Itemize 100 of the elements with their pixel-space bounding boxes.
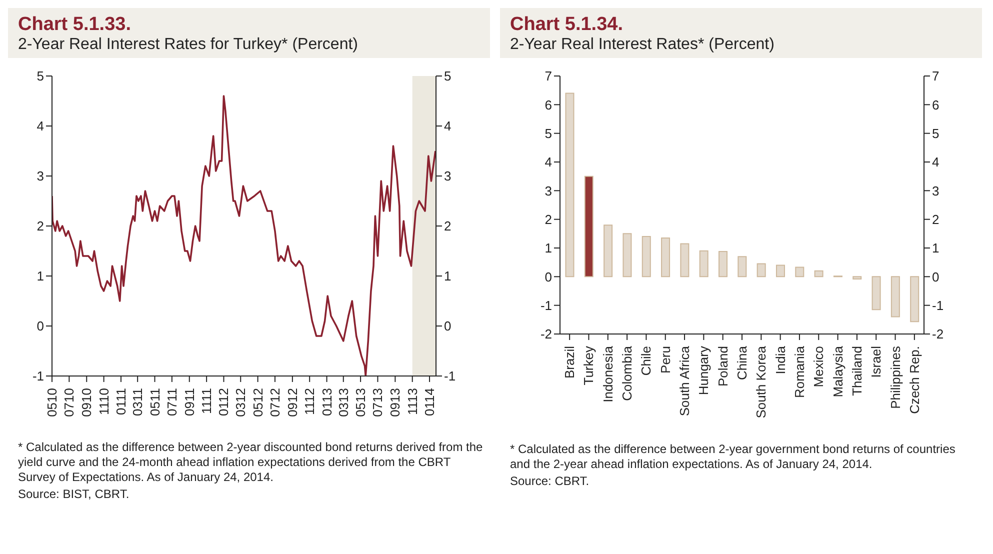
text: * Calculated as the difference between 2-year government bond returns of countries and the 2-year ahead inflation expectations. As of January 24, 2014.: [510, 442, 956, 472]
x-tick-label: 0712: [267, 388, 282, 417]
y2-tick-label: 4: [444, 118, 452, 134]
y2-tick-label: -1: [932, 298, 944, 313]
y-tick-label: -1: [540, 298, 552, 313]
x-tick-label: 0710: [62, 388, 77, 417]
bar: [852, 276, 862, 280]
y-tick-label: 3: [36, 168, 44, 184]
y2-tick-label: 2: [444, 218, 452, 234]
y-tick-label: 0: [36, 318, 44, 334]
y-tick-label: 0: [544, 269, 552, 284]
x-tick-label: 0112: [216, 388, 232, 416]
bar: [680, 243, 690, 278]
y-tick-label: 7: [544, 68, 552, 84]
y2-tick-label: 1: [932, 240, 940, 256]
bar: [718, 250, 728, 278]
y2-tick-label: 3: [932, 183, 940, 198]
x-tick-label: Romania: [792, 345, 807, 398]
x-tick-label: Thailand: [849, 346, 864, 396]
x-tick-label: 0312: [233, 388, 248, 417]
y2-tick-label: 1: [444, 268, 452, 284]
x-tick-label: 1113: [404, 388, 420, 415]
y2-tick-label: 0: [444, 318, 452, 334]
x-tick-label: 0513: [353, 388, 368, 417]
y2-tick-label: 5: [932, 126, 940, 141]
bar: [872, 276, 881, 310]
y-tick-label: -1: [32, 368, 44, 384]
x-tick-label: 1111: [199, 388, 214, 414]
x-tick-label: Hungary: [696, 346, 712, 396]
bar: [890, 276, 900, 318]
x-tick-label: South Africa: [677, 345, 692, 416]
bar: [622, 233, 632, 278]
bar: [604, 224, 613, 278]
x-tick-label: 0311: [130, 388, 146, 416]
y-tick-label: 1: [36, 268, 44, 284]
x-tick-label: 0510: [44, 388, 60, 417]
x-tick-label: 1112: [302, 388, 318, 415]
x-tick-label: South Korea: [754, 345, 769, 418]
chart-title: Chart 5.1.34.: [510, 14, 624, 36]
x-tick-label: Philippines: [888, 346, 903, 409]
x-tick-label: China: [734, 345, 750, 380]
chart-title: Chart 5.1.33.: [18, 14, 132, 36]
y-tick-label: 3: [544, 183, 552, 198]
x-tick-label: Czech Rep.: [906, 346, 922, 414]
x-tick-label: 0114: [422, 388, 438, 416]
y-tick-label: 4: [544, 154, 552, 170]
y-tick-label: 2: [36, 218, 44, 234]
x-tick-label: Colombia: [620, 345, 635, 401]
x-tick-label: 0910: [79, 388, 94, 417]
x-tick-label: 0912: [284, 388, 300, 417]
x-tick-label: Chile: [638, 346, 654, 376]
x-tick-label: Mexico: [811, 346, 826, 388]
x-tick-label: Malaysia: [830, 345, 846, 398]
y-tick-label: 6: [544, 97, 552, 112]
y-tick-label: 1: [544, 240, 552, 256]
bar: [776, 264, 785, 278]
x-tick-label: 0111: [113, 388, 128, 415]
x-tick-label: 0911: [182, 388, 197, 416]
x-tick-label: 1110: [96, 388, 112, 415]
y2-tick-label: 4: [932, 154, 940, 170]
bar: [661, 237, 670, 278]
text: * Calculated as the difference between 2-year discounted bond returns derived from the yield curve and the 24-month ahead inflation expectations derived from the CBRT Survey of Expectations. As of January 24, 2014.: [18, 440, 484, 485]
y2-tick-label: -2: [932, 326, 944, 342]
y-tick-label: 5: [544, 126, 552, 141]
y-tick-label: -2: [540, 326, 552, 342]
bar: [699, 250, 708, 278]
bar: [910, 276, 920, 322]
x-tick-label: Poland: [715, 346, 730, 386]
x-tick-label: 0313: [336, 388, 351, 417]
y-tick-label: 4: [36, 118, 44, 134]
bar: [642, 236, 651, 278]
source-note: Source: CBRT.: [510, 474, 590, 489]
x-tick-label: Turkey: [581, 346, 596, 386]
x-tick-label: 0511: [147, 388, 162, 416]
y2-tick-label: 5: [444, 68, 452, 84]
x-tick-label: 0913: [388, 388, 403, 417]
bar: [814, 270, 824, 278]
y2-tick-label: -1: [444, 368, 456, 384]
y2-tick-label: 7: [932, 68, 940, 84]
x-tick-label: Indonesia: [600, 345, 616, 402]
y2-tick-label: 3: [444, 168, 452, 184]
bar: [795, 266, 804, 278]
x-tick-label: 0113: [319, 388, 334, 416]
y-tick-label: 5: [36, 68, 44, 84]
bar: [756, 263, 766, 278]
chart-subtitle: 2-Year Real Interest Rates* (Percent): [510, 36, 776, 54]
chart-subtitle: 2-Year Real Interest Rates for Turkey* (Percent): [18, 36, 359, 54]
source-note: Source: BIST, CBRT.: [18, 487, 130, 502]
y2-tick-label: 6: [932, 97, 940, 112]
x-tick-label: Peru: [658, 346, 673, 374]
y2-tick-label: 2: [932, 212, 940, 227]
x-tick-label: India: [772, 345, 788, 374]
x-tick-label: Israel: [868, 346, 884, 378]
bar: [584, 176, 594, 278]
x-tick-label: Brazil: [562, 346, 578, 379]
x-tick-label: 0713: [370, 388, 386, 417]
x-tick-label: 0711: [164, 388, 180, 416]
bar: [565, 92, 574, 278]
y2-tick-label: 0: [932, 269, 940, 284]
bar: [738, 256, 747, 278]
